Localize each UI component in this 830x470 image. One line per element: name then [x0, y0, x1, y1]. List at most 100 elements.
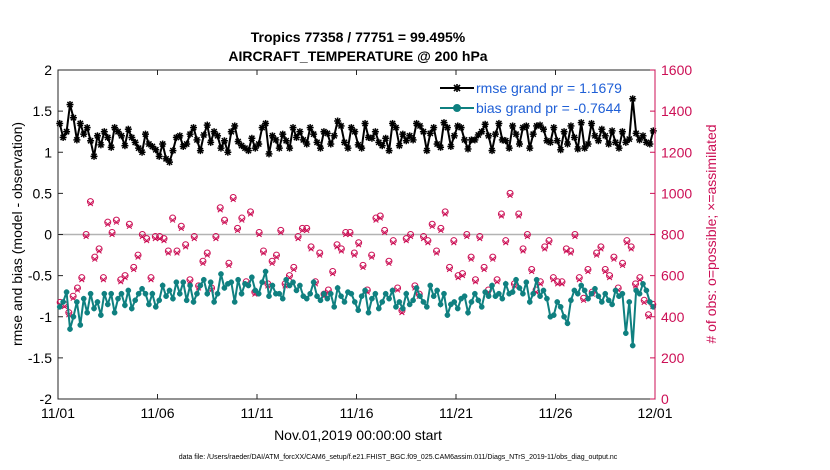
obs-assimilated-point: [347, 231, 353, 238]
obs-possible-point: [489, 253, 497, 261]
rmse-point: [423, 147, 431, 155]
rmse-point: [316, 144, 324, 152]
bias-point: [636, 290, 643, 297]
bias-point: [389, 287, 396, 294]
obs-possible-point: [632, 280, 640, 288]
obs-possible-point: [164, 247, 172, 255]
y-right-tick-label: 0: [661, 391, 669, 407]
y-right-tick-label: 1200: [661, 144, 692, 160]
bias-point: [430, 293, 437, 300]
x-tick-label: 11/01: [41, 405, 75, 421]
obs-assimilated-point: [161, 237, 167, 244]
rmse-point: [73, 136, 81, 144]
bias-point: [211, 299, 217, 305]
obs-assimilated-point: [204, 252, 211, 258]
rmse-point: [330, 132, 338, 140]
obs-assimilated-point: [316, 252, 323, 258]
obs-possible-point: [78, 274, 86, 282]
rmse-point: [608, 127, 616, 135]
bias-point: [310, 279, 317, 286]
obs-assimilated-point: [178, 225, 185, 232]
bias-point: [605, 297, 612, 304]
rmse-point: [570, 133, 578, 141]
obs-possible-point: [316, 249, 324, 257]
obs-assimilated-point: [126, 223, 133, 230]
rmse-point: [169, 147, 177, 155]
rmse-point: [220, 137, 228, 145]
rmse-point: [450, 132, 458, 140]
obs-possible-point: [234, 224, 242, 232]
bias-point: [334, 285, 341, 291]
bias-point: [622, 330, 629, 337]
bias-point: [183, 297, 190, 304]
obs-possible-point: [337, 245, 345, 253]
rmse-point: [560, 128, 568, 136]
obs-assimilated-point: [92, 256, 98, 262]
obs-possible-point: [290, 263, 298, 271]
bias-point: [60, 299, 66, 305]
obs-possible-point: [203, 249, 211, 257]
bias-point: [451, 299, 458, 305]
obs-assimilated-point: [278, 229, 284, 236]
rmse-point: [539, 125, 547, 133]
y-axis-right-label: # of obs: o=possible; ×=assimilated: [703, 124, 719, 343]
rmse-point: [80, 130, 88, 138]
obs-assimilated-point: [451, 239, 457, 246]
bias-point: [283, 276, 290, 283]
obs-possible-point: [268, 257, 276, 265]
bias-point: [228, 279, 235, 286]
bias-point: [530, 290, 537, 297]
obs-assimilated-point: [295, 235, 301, 242]
obs-possible-point: [476, 233, 484, 241]
bias-point: [159, 282, 166, 289]
y-left-tick-label: 1.5: [33, 103, 53, 119]
rmse-point: [323, 129, 331, 137]
bias-point: [324, 295, 331, 302]
y-left-tick-label: 0.5: [33, 185, 53, 201]
obs-possible-point: [259, 247, 267, 255]
obs-assimilated-point: [373, 217, 379, 223]
rmse-point: [186, 130, 194, 138]
obs-possible-point: [229, 193, 237, 201]
bias-point: [101, 290, 108, 297]
y-right-tick-label: 1400: [661, 103, 692, 119]
rmse-point: [457, 124, 465, 132]
bias-point: [468, 299, 475, 305]
bias-point: [399, 305, 406, 312]
obs-possible-point: [238, 214, 246, 222]
obs-possible-point: [190, 233, 198, 241]
y-axis-left: -2 -1.5 -1 -0.5 0 0.5 1 1.5 2: [28, 62, 63, 407]
rmse-point: [594, 137, 602, 145]
obs-possible-point: [597, 243, 605, 251]
x-tick-label: 11/11: [241, 405, 274, 421]
rmse-point: [392, 124, 400, 132]
rmse-point: [83, 124, 91, 132]
bias-point: [122, 302, 128, 309]
obs-assimilated-point: [494, 279, 500, 285]
rmse-point: [385, 147, 393, 155]
rmse-point: [87, 137, 95, 145]
obs-assimilated-point: [360, 264, 366, 271]
bias-point: [142, 290, 149, 297]
obs-assimilated-point: [338, 248, 345, 254]
rmse-point: [368, 134, 376, 142]
rmse-series: [56, 95, 657, 166]
obs-assimilated-point: [169, 217, 176, 223]
rmse-point: [224, 148, 232, 156]
obs-assimilated-point: [256, 231, 262, 238]
bias-point: [578, 282, 585, 289]
rmse-point: [286, 144, 294, 152]
obs-possible-point: [277, 226, 285, 234]
obs-possible-point: [342, 228, 350, 236]
legend: rmse grand pr = 1.1679 bias grand pr = -…: [440, 80, 622, 116]
rmse-point: [502, 137, 510, 145]
obs-possible-point: [350, 249, 358, 257]
bias-point: [410, 297, 416, 304]
bias-point: [554, 299, 561, 305]
bias-point: [454, 305, 461, 312]
bias-point: [163, 293, 169, 300]
obs-possible-point: [285, 272, 293, 280]
bias-point: [176, 290, 183, 297]
rmse-point: [124, 125, 132, 133]
